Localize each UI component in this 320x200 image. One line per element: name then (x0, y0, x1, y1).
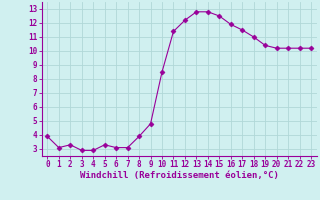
X-axis label: Windchill (Refroidissement éolien,°C): Windchill (Refroidissement éolien,°C) (80, 171, 279, 180)
